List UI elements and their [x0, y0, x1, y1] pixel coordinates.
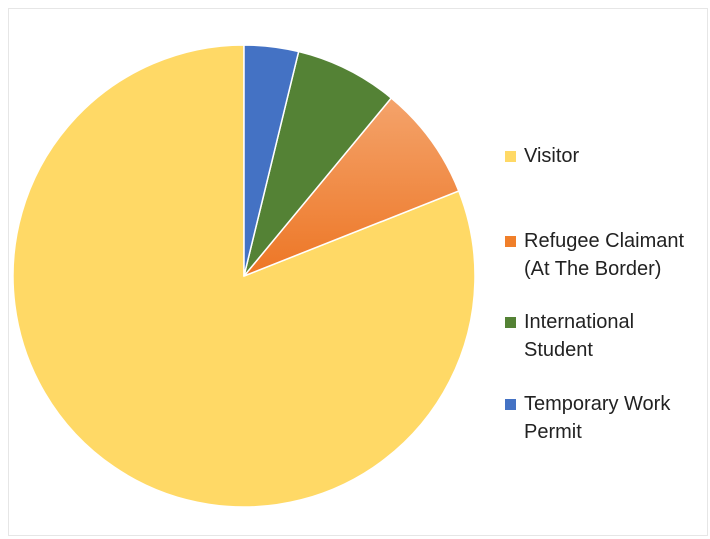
legend-item-visitor: Visitor — [505, 142, 699, 170]
pie-slice-international-student — [243, 50, 393, 277]
legend-swatch-temporary-work-permit — [505, 399, 516, 410]
legend-label-international-student: International Student — [524, 311, 635, 361]
legend-item-refugee-claimant: Refugee Claimant (At The Border) — [505, 227, 699, 283]
legend-swatch-visitor — [505, 151, 516, 162]
pie-slice-refugee-claimant — [243, 96, 460, 277]
legend-label-temporary-work-permit: Temporary Work Permit — [524, 393, 671, 443]
legend-item-international-student: International Student — [505, 308, 664, 364]
pie-slice-temporary-work-permit — [243, 44, 300, 277]
legend-item-temporary-work-permit: Temporary Work Permit — [505, 390, 699, 446]
pie-slice-visitor — [12, 44, 476, 508]
legend-label-visitor: Visitor — [524, 145, 580, 167]
legend-swatch-refugee-claimant — [505, 236, 516, 247]
legend-swatch-international-student — [505, 317, 516, 328]
legend-label-refugee-claimant: Refugee Claimant (At The Border) — [524, 230, 685, 280]
pie-slices — [12, 44, 476, 508]
